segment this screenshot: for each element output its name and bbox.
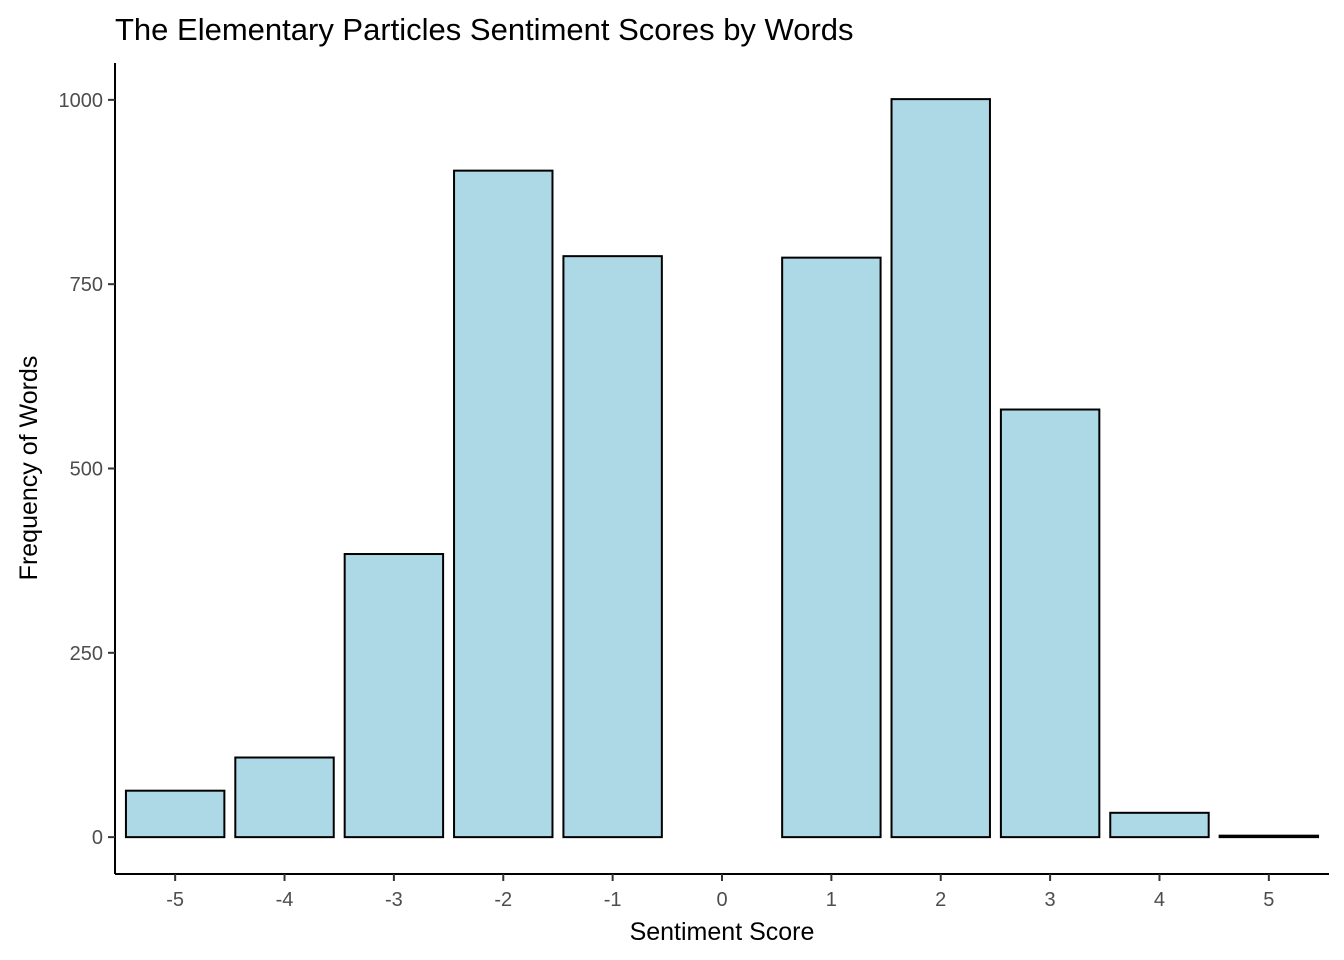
x-tick-label: 3 xyxy=(1045,889,1056,911)
x-tick-label: -2 xyxy=(494,889,512,911)
bar--4 xyxy=(234,756,335,839)
bar--2 xyxy=(453,169,554,839)
bars-layer xyxy=(124,98,1320,839)
bar--5 xyxy=(124,789,226,839)
bar-2 xyxy=(890,98,991,839)
x-tick-label: 5 xyxy=(1263,889,1274,911)
x-tick-label: -3 xyxy=(385,889,403,911)
x-tick-label: 1 xyxy=(826,889,837,911)
y-tick-label: 0 xyxy=(92,827,103,849)
x-tick-label: -5 xyxy=(166,889,184,911)
chart-title: The Elementary Particles Sentiment Score… xyxy=(115,12,854,47)
x-tick-label: 2 xyxy=(935,889,946,911)
bar-3 xyxy=(999,408,1101,839)
y-tick-label: 750 xyxy=(70,274,103,296)
x-axis-ticks: -5 -4 -3 -2 -1 0 1 2 3 4 5 xyxy=(166,874,1274,911)
x-tick-label: 4 xyxy=(1154,889,1165,911)
y-axis-ticks: 0 250 500 750 1000 xyxy=(59,90,115,849)
y-tick-label: 500 xyxy=(70,459,103,481)
bar-4 xyxy=(1109,811,1210,839)
axes-layer xyxy=(114,63,1329,875)
y-tick-label: 1000 xyxy=(59,90,104,112)
y-axis-title: Frequency of Words xyxy=(15,356,43,581)
x-axis-title: Sentiment Score xyxy=(630,918,815,946)
y-tick-label: 250 xyxy=(70,643,103,665)
bar-1 xyxy=(781,256,882,839)
x-tick-label: -1 xyxy=(604,889,622,911)
x-tick-label: 0 xyxy=(716,889,727,911)
bar--1 xyxy=(562,255,663,839)
bar--3 xyxy=(343,553,445,839)
bar-5 xyxy=(1218,834,1320,839)
x-tick-label: -4 xyxy=(276,889,294,911)
